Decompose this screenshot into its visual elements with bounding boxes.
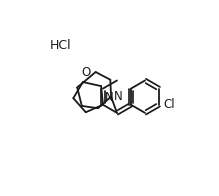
Text: HCl: HCl [49,39,71,52]
Text: N: N [104,91,113,104]
Text: N: N [114,90,123,103]
Text: Cl: Cl [164,98,175,111]
Text: O: O [82,66,91,79]
